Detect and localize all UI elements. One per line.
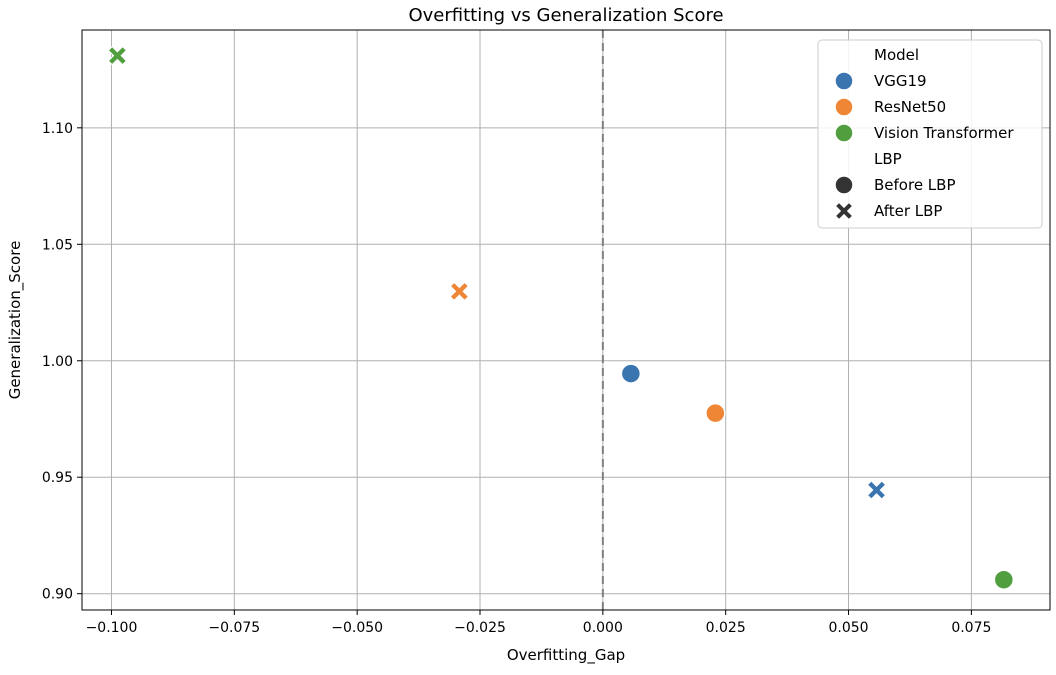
legend-label-vgg19: VGG19 — [874, 72, 927, 90]
point-resnet50-before-lbp — [705, 402, 726, 424]
y-tick-label: 1.10 — [42, 121, 73, 137]
plot-frame — [81, 29, 1051, 611]
point-vgg19-after-lbp — [866, 480, 887, 500]
x-tick-label: −0.075 — [208, 620, 260, 636]
legend-label-after-lbp: After LBP — [874, 202, 942, 220]
y-axis-ticks: 0.90 0.95 1.00 1.05 1.10 — [42, 121, 82, 603]
legend-marker-before-lbp — [834, 175, 854, 195]
point-resnet50-after-lbp — [449, 281, 470, 302]
legend-title-lbp: LBP — [874, 150, 902, 168]
x-tick-label: 0.075 — [951, 620, 991, 636]
legend-marker-resnet50 — [834, 97, 854, 117]
y-tick-label: 0.95 — [42, 470, 73, 486]
x-tick-label: −0.025 — [454, 620, 506, 636]
x-axis-ticks: −0.100 −0.075 −0.050 −0.025 0.000 0.025 0.050 0… — [86, 610, 991, 636]
legend-title-model: Model — [874, 46, 919, 64]
legend-marker-vision-transformer — [834, 123, 854, 143]
legend-label-resnet50: ResNet50 — [874, 98, 946, 116]
x-tick-label: 0.050 — [828, 620, 868, 636]
y-axis-label: Generalization_Score — [6, 241, 25, 400]
legend-marker-vgg19 — [834, 71, 854, 91]
y-tick-label: 0.90 — [42, 587, 73, 603]
y-tick-label: 1.00 — [42, 354, 73, 370]
legend: Model VGG19 ResNet50 Vision Transformer LBP B… — [817, 39, 1043, 229]
point-vision-transformer-before-lbp — [993, 569, 1015, 590]
y-tick-label: 1.05 — [42, 237, 73, 253]
legend-box — [817, 39, 1043, 229]
point-vision-transformer-after-lbp — [107, 45, 128, 66]
legend-label-before-lbp: Before LBP — [874, 176, 956, 194]
legend-marker-after-lbp — [834, 201, 854, 221]
x-tick-label: −0.050 — [331, 620, 383, 636]
point-vgg19-before-lbp — [620, 363, 642, 384]
x-tick-label: 0.025 — [706, 620, 746, 636]
x-tick-label: 0.000 — [583, 620, 623, 636]
x-tick-label: −0.100 — [86, 620, 138, 636]
data-points — [107, 45, 1015, 590]
x-axis-label: Overfitting_Gap — [507, 646, 625, 665]
chart-title: Overfitting vs Generalization Score — [408, 5, 723, 26]
legend-label-vision-transformer: Vision Transformer — [874, 124, 1014, 142]
